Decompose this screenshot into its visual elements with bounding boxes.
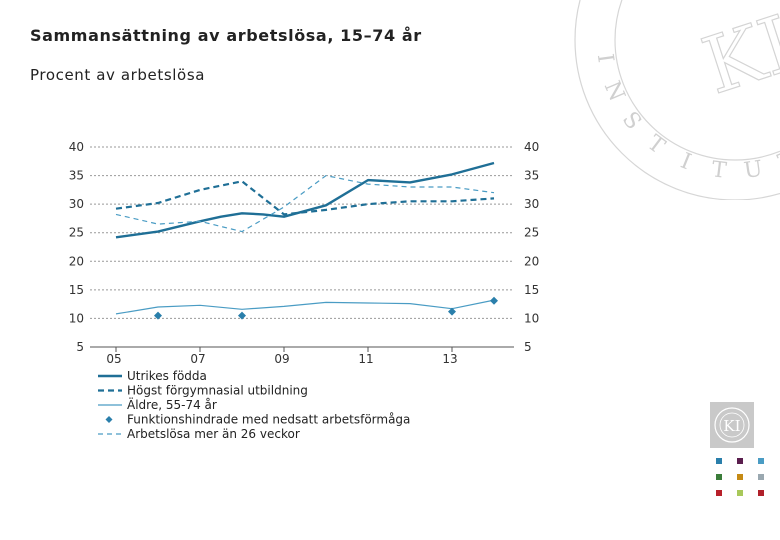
- y-tick-label-left: 30: [69, 197, 84, 211]
- x-tick-label: 07: [190, 352, 205, 366]
- ki-logo: KI: [710, 402, 754, 448]
- chart-subtitle: Procent av arbetslösa: [30, 66, 206, 84]
- y-tick-label-left: 5: [76, 340, 84, 354]
- color-swatch: [716, 458, 722, 464]
- y-tick-label-right: 35: [524, 169, 539, 183]
- y-tick-label-right: 10: [524, 311, 539, 325]
- color-swatch: [716, 490, 722, 496]
- data-point-marker: [238, 311, 246, 320]
- y-tick-label-left: 40: [69, 140, 84, 154]
- y-tick-label-right: 5: [524, 340, 532, 354]
- series-line: [115, 161, 495, 239]
- y-tick-label-left: 15: [69, 283, 84, 297]
- y-tick-label-right: 25: [524, 226, 539, 240]
- color-swatches: [716, 458, 772, 500]
- legend-label: Högst förgymnasial utbildning: [127, 384, 308, 398]
- y-tick-label-right: 40: [524, 140, 539, 154]
- legend-label: Utrikes födda: [127, 369, 207, 383]
- ki-logo-text: KI: [723, 417, 740, 435]
- series-line: [115, 180, 495, 216]
- legend-label: Funktionshindrade med nedsatt arbetsförm…: [127, 413, 410, 427]
- legend-marker: [105, 416, 113, 423]
- color-swatch: [737, 474, 743, 480]
- legend-label: Äldre, 55-74 år: [127, 397, 217, 412]
- watermark-letter: T: [710, 157, 728, 184]
- x-tick-label: 11: [358, 352, 373, 366]
- legend-label: Arbetslösa mer än 26 veckor: [127, 427, 300, 441]
- y-tick-label-right: 15: [524, 283, 539, 297]
- series-line: [115, 299, 495, 315]
- data-point-marker: [448, 307, 456, 316]
- color-swatch: [758, 474, 764, 480]
- chart-title: Sammansättning av arbetslösa, 15–74 år: [30, 26, 422, 45]
- y-tick-label-left: 35: [69, 169, 84, 183]
- y-tick-label-right: 30: [524, 197, 539, 211]
- color-swatch: [737, 458, 743, 464]
- color-swatch: [737, 490, 743, 496]
- color-swatch: [716, 474, 722, 480]
- y-tick-label-right: 20: [524, 254, 539, 268]
- series-line: [115, 175, 495, 233]
- x-tick-label: 13: [442, 352, 457, 366]
- x-tick-label: 05: [106, 352, 121, 366]
- y-tick-label-left: 20: [69, 254, 84, 268]
- data-point-marker: [154, 311, 162, 320]
- x-tick-label: 09: [274, 352, 289, 366]
- color-swatch: [758, 490, 764, 496]
- institute-watermark-seal: INSTITUTET KI: [574, 0, 780, 200]
- watermark-letter: T: [775, 147, 780, 176]
- y-tick-label-left: 10: [69, 311, 84, 325]
- data-point-marker: [490, 296, 498, 305]
- watermark-letter: U: [742, 157, 764, 184]
- y-tick-label-left: 25: [69, 226, 84, 240]
- watermark-letter: I: [592, 52, 618, 64]
- color-swatch: [758, 458, 764, 464]
